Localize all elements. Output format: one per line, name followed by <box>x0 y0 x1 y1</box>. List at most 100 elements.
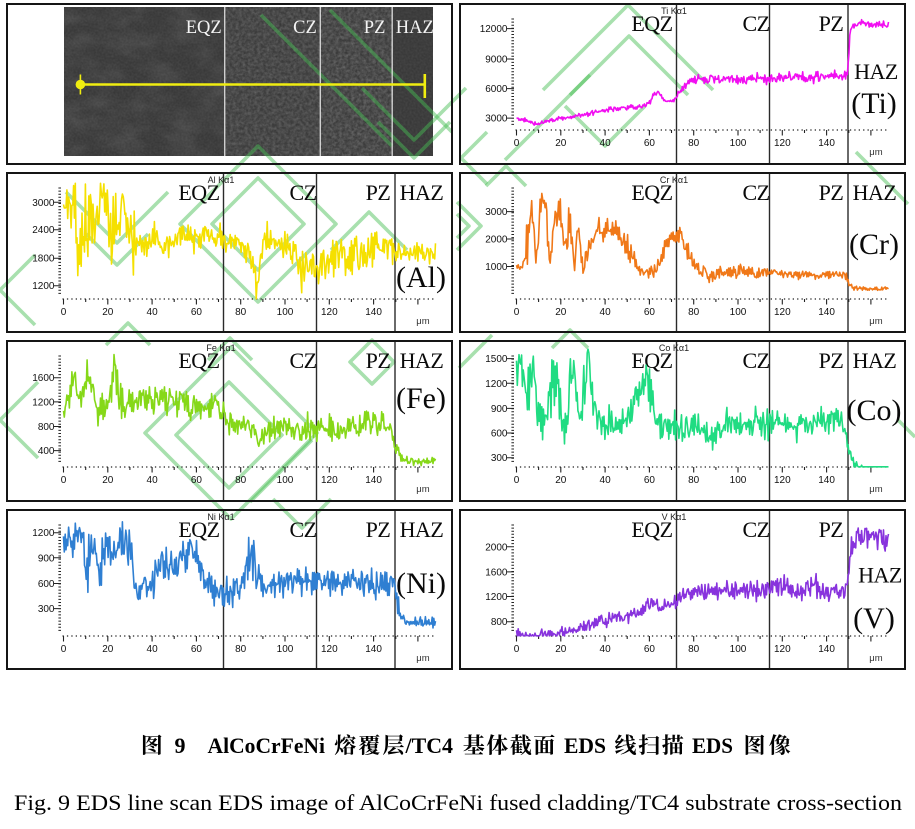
svg-text:20: 20 <box>102 307 114 318</box>
svg-text:0: 0 <box>514 644 520 655</box>
svg-text:20: 20 <box>555 138 567 149</box>
svg-text:CZ: CZ <box>289 348 316 373</box>
svg-text:40: 40 <box>600 307 612 318</box>
svg-text:60: 60 <box>644 138 656 149</box>
svg-text:EQZ: EQZ <box>178 517 219 542</box>
svg-text:PZ: PZ <box>819 348 844 373</box>
svg-text:40: 40 <box>600 475 612 486</box>
svg-text:60: 60 <box>644 307 656 318</box>
svg-text:120: 120 <box>321 475 338 486</box>
svg-text:60: 60 <box>644 475 656 486</box>
svg-text:1200: 1200 <box>32 397 55 408</box>
svg-text:120: 120 <box>774 307 791 318</box>
svg-text:100: 100 <box>277 475 294 486</box>
svg-text:μm: μm <box>869 484 882 495</box>
svg-text:HAZ: HAZ <box>400 348 444 373</box>
svg-text:20: 20 <box>555 307 567 318</box>
svg-text:PZ: PZ <box>366 517 391 542</box>
svg-text:EQZ: EQZ <box>178 180 219 205</box>
svg-text:Fe Kα1: Fe Kα1 <box>206 343 235 353</box>
svg-text:2400: 2400 <box>32 225 55 236</box>
svg-text:μm: μm <box>869 653 882 664</box>
svg-text:20: 20 <box>102 644 114 655</box>
svg-text:400: 400 <box>38 446 55 457</box>
svg-text:80: 80 <box>688 475 700 486</box>
svg-text:μm: μm <box>869 316 882 327</box>
svg-text:1600: 1600 <box>485 567 508 578</box>
svg-text:Al Kα1: Al Kα1 <box>208 175 235 185</box>
svg-text:EDS: EDS <box>692 733 733 758</box>
svg-text:100: 100 <box>730 138 747 149</box>
svg-text:EQZ: EQZ <box>186 18 222 38</box>
svg-text:900: 900 <box>491 404 508 415</box>
svg-text:Co Kα1: Co Kα1 <box>659 343 689 353</box>
svg-text:800: 800 <box>491 617 508 628</box>
svg-text:120: 120 <box>774 475 791 486</box>
svg-text:HAZ: HAZ <box>400 517 444 542</box>
svg-text:μm: μm <box>416 653 429 664</box>
svg-text:CZ: CZ <box>742 180 769 205</box>
svg-text:0: 0 <box>61 307 67 318</box>
svg-text:Ti Kα1: Ti Kα1 <box>661 6 687 16</box>
svg-text:6000: 6000 <box>485 84 508 95</box>
svg-text:40: 40 <box>147 475 159 486</box>
svg-text:40: 40 <box>600 644 612 655</box>
svg-text:1200: 1200 <box>485 379 508 390</box>
svg-text:PZ: PZ <box>819 517 844 542</box>
svg-text:CZ: CZ <box>289 180 316 205</box>
svg-text:140: 140 <box>365 307 382 318</box>
svg-text:140: 140 <box>818 138 835 149</box>
svg-text:3000: 3000 <box>485 207 508 218</box>
svg-text:3000: 3000 <box>485 114 508 125</box>
svg-text:2000: 2000 <box>485 542 508 553</box>
svg-text:9000: 9000 <box>485 55 508 66</box>
svg-text:80: 80 <box>235 307 247 318</box>
svg-text:CZ: CZ <box>742 517 769 542</box>
svg-text:600: 600 <box>491 429 508 440</box>
svg-text:μm: μm <box>416 484 429 495</box>
svg-text:HAZ: HAZ <box>396 18 434 38</box>
svg-text:Ni Kα1: Ni Kα1 <box>207 512 234 522</box>
svg-text:60: 60 <box>191 475 203 486</box>
svg-text:120: 120 <box>321 644 338 655</box>
svg-text:/TC4: /TC4 <box>405 733 453 758</box>
svg-text:140: 140 <box>365 475 382 486</box>
svg-text:40: 40 <box>147 644 159 655</box>
svg-text:600: 600 <box>38 579 55 590</box>
svg-text:EQZ: EQZ <box>631 11 672 36</box>
svg-text:120: 120 <box>321 307 338 318</box>
svg-text:1000: 1000 <box>485 262 508 273</box>
svg-text:2000: 2000 <box>485 235 508 246</box>
svg-text:(V): (V) <box>853 602 895 635</box>
svg-text:(Al): (Al) <box>396 261 446 294</box>
svg-text:1200: 1200 <box>485 592 508 603</box>
svg-text:20: 20 <box>102 475 114 486</box>
svg-text:PZ: PZ <box>819 180 844 205</box>
svg-text:0: 0 <box>514 475 520 486</box>
svg-text:20: 20 <box>555 475 567 486</box>
svg-text:CZ: CZ <box>742 11 769 36</box>
svg-text:120: 120 <box>774 138 791 149</box>
svg-text:12000: 12000 <box>480 24 508 35</box>
svg-text:CZ: CZ <box>293 18 317 38</box>
svg-text:80: 80 <box>688 644 700 655</box>
svg-text:0: 0 <box>514 138 520 149</box>
svg-text:100: 100 <box>277 307 294 318</box>
svg-text:900: 900 <box>38 553 55 564</box>
svg-text:100: 100 <box>730 307 747 318</box>
svg-text:EQZ: EQZ <box>631 517 672 542</box>
svg-text:140: 140 <box>365 644 382 655</box>
svg-text:PZ: PZ <box>364 18 386 38</box>
svg-text:PZ: PZ <box>366 180 391 205</box>
svg-text:140: 140 <box>818 475 835 486</box>
svg-text:1800: 1800 <box>32 254 55 265</box>
svg-text:1600: 1600 <box>32 373 55 384</box>
svg-text:0: 0 <box>61 475 67 486</box>
svg-text:1200: 1200 <box>32 528 55 539</box>
svg-text:80: 80 <box>688 307 700 318</box>
svg-text:0: 0 <box>514 307 520 318</box>
svg-text:20: 20 <box>555 644 567 655</box>
svg-text:PZ: PZ <box>366 348 391 373</box>
svg-text:300: 300 <box>491 453 508 464</box>
svg-text:Cr Kα1: Cr Kα1 <box>660 175 688 185</box>
